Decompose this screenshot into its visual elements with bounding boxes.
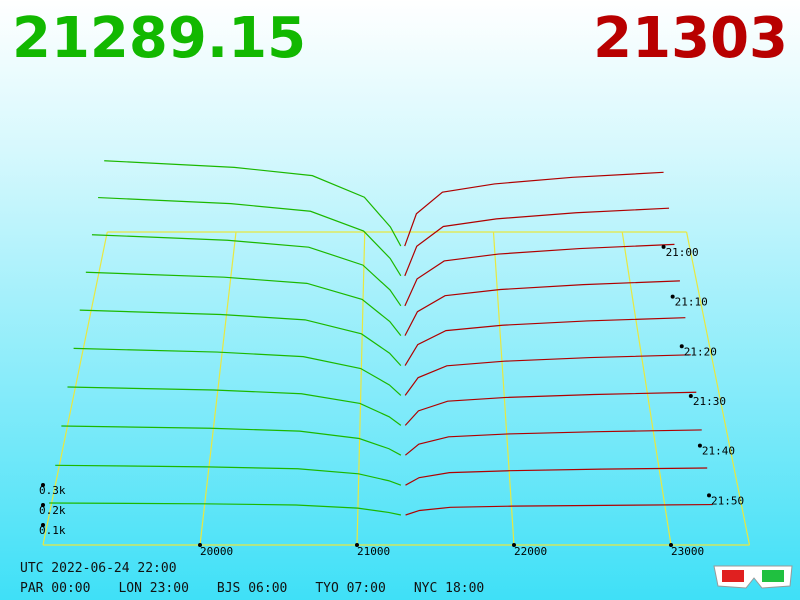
bid-depth-line — [55, 464, 402, 486]
city-times: PAR 00:00 LON 23:00 BJS 06:00 TYO 07:00 NYC … — [20, 581, 484, 596]
city-time: TYO 07:00 — [315, 581, 386, 596]
time-tick-label: 21:10 — [675, 296, 708, 309]
city-time: BJS 06:00 — [216, 581, 288, 596]
time-tick — [670, 294, 675, 299]
bid-depth-line — [49, 502, 402, 516]
time-tick-label: 21:00 — [666, 246, 699, 259]
bid-depth-line — [91, 234, 402, 307]
time-tick-label: 21:20 — [684, 345, 717, 358]
ask-depth-line — [404, 317, 686, 366]
time-tick — [661, 244, 666, 249]
volume-tick-label: 0.2k — [39, 504, 66, 517]
price-grid-line — [621, 231, 672, 546]
time-tick — [707, 493, 712, 498]
glasses-icon — [713, 565, 793, 589]
bid-depth-line — [67, 386, 402, 426]
bid-depth-line — [79, 309, 402, 367]
ask-depth-line — [404, 280, 680, 336]
bid-depth-line — [85, 271, 402, 336]
tick-dot — [355, 543, 359, 547]
volume-tick — [41, 503, 45, 507]
bid-depth-line — [98, 196, 402, 277]
ask-price: 21303 — [593, 6, 788, 71]
price-grid-line — [199, 231, 237, 546]
price-tick-label: 20000 — [200, 545, 233, 558]
ask-depth-line — [405, 467, 708, 486]
price-tick-label: 21000 — [357, 545, 390, 558]
time-tick-label: 21:40 — [702, 445, 735, 458]
price-grid-line — [492, 231, 515, 546]
volume-tick — [41, 523, 45, 527]
ask-depth-line — [404, 243, 675, 307]
tick-dot — [669, 543, 673, 547]
price-tick-label: 23000 — [671, 545, 704, 558]
bid-depth-line — [73, 347, 402, 396]
volume-tick-label: 0.3k — [39, 484, 66, 497]
time-tick-label: 21:50 — [711, 494, 744, 507]
city-time: LON 23:00 — [118, 581, 189, 596]
utc-time: UTC 2022-06-24 22:00 — [20, 561, 177, 576]
ask-depth-line — [404, 354, 691, 396]
ask-depth-line — [404, 207, 670, 277]
bid-depth-line — [61, 425, 402, 456]
floor-edge — [686, 231, 751, 546]
tick-dot — [198, 543, 202, 547]
price-tick-label: 22000 — [514, 545, 547, 558]
time-tick — [688, 393, 693, 398]
bid-price: 21289.15 — [12, 6, 307, 71]
time-tick — [697, 443, 702, 448]
volume-tick-label: 0.1k — [39, 524, 66, 537]
bid-depth-line — [104, 160, 402, 247]
tick-dot — [512, 543, 516, 547]
time-tick — [679, 344, 684, 349]
ask-depth-line — [405, 503, 713, 516]
city-time: PAR 00:00 — [20, 581, 91, 596]
time-tick-label: 21:30 — [693, 395, 726, 408]
ask-depth-line — [404, 429, 702, 456]
price-grid-line — [356, 231, 366, 546]
ask-depth-line — [404, 171, 664, 247]
city-time: NYC 18:00 — [413, 581, 485, 596]
floor-edge — [42, 231, 108, 546]
ask-depth-line — [404, 391, 697, 426]
volume-tick — [41, 483, 45, 487]
